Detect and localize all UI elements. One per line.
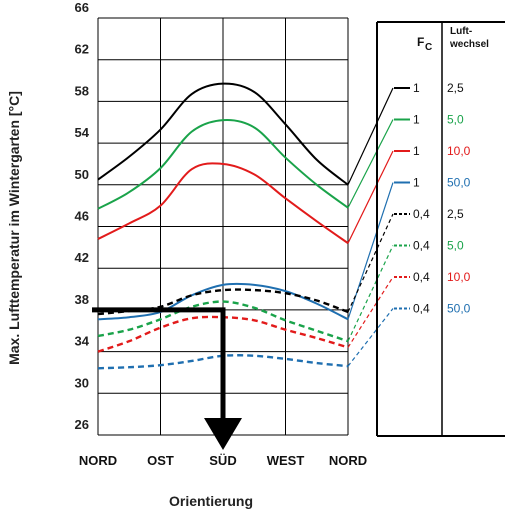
legend-connector xyxy=(347,119,394,209)
x-tick-label: NORD xyxy=(79,453,117,468)
legend-fc-value: 0,4 xyxy=(413,239,430,253)
legend-luftwechsel-value: 5,0 xyxy=(447,239,464,253)
legend: F C Luft-wechsel 1 2,5 1 5,0 1 10,0 1 50,0 0,4 2,5 0,… xyxy=(376,21,505,437)
y-tick-label: 54 xyxy=(75,125,90,140)
x-tick-labels: NORD OST SÜD WEST NORD xyxy=(79,453,367,468)
y-tick-label: 62 xyxy=(75,42,89,57)
x-tick-label: OST xyxy=(147,453,174,468)
legend-luftwechsel-value: 10,0 xyxy=(447,270,471,284)
legend-connector xyxy=(347,150,394,244)
y-tick-label: 46 xyxy=(75,209,89,224)
y-axis-title: Max. Lufttemperatur im Wintergarten [°C] xyxy=(6,91,22,365)
legend-luftwechsel-value: 5,0 xyxy=(447,113,464,127)
legend-connector xyxy=(347,213,394,313)
series-line xyxy=(97,82,349,186)
legend-header-fc-sub: C xyxy=(425,42,432,53)
y-tick-label: 30 xyxy=(75,375,89,390)
legend-luftwechsel-value: 50,0 xyxy=(447,302,471,316)
legend-fc-value: 1 xyxy=(413,144,420,158)
y-tick-labels: 26 30 34 38 42 46 50 54 58 62 66 xyxy=(75,0,90,432)
legend-fc-value: 1 xyxy=(413,176,420,190)
series-line xyxy=(97,282,349,321)
series-line xyxy=(97,119,349,210)
y-tick-label: 42 xyxy=(75,250,89,265)
legend-connector xyxy=(347,182,394,320)
legend-header-luft: Luft- xyxy=(450,26,472,37)
legend-luftwechsel-value: 2,5 xyxy=(447,207,464,221)
legend-connector xyxy=(347,245,394,342)
legend-connector xyxy=(347,87,394,186)
y-tick-label: 38 xyxy=(75,292,89,307)
y-tick-label: 50 xyxy=(75,167,89,182)
legend-fc-value: 1 xyxy=(413,113,420,127)
y-tick-label: 34 xyxy=(75,334,90,349)
y-tick-label: 26 xyxy=(75,417,89,432)
reading-arrow xyxy=(92,307,242,450)
y-tick-label: 66 xyxy=(75,0,89,15)
legend-header-wechsel: wechsel xyxy=(449,39,489,50)
y-tick-label: 58 xyxy=(75,83,89,98)
arrow-head xyxy=(204,418,242,450)
legend-luftwechsel-value: 50,0 xyxy=(447,176,471,190)
x-tick-label: WEST xyxy=(267,453,305,468)
legend-connector xyxy=(347,308,394,367)
series-line xyxy=(97,162,349,244)
legend-header-fc: F xyxy=(417,35,424,49)
legend-fc-value: 0,4 xyxy=(413,302,430,316)
legend-luftwechsel-value: 2,5 xyxy=(447,81,464,95)
legend-fc-value: 0,4 xyxy=(413,270,430,284)
x-axis-title: Orientierung xyxy=(169,493,253,509)
x-tick-label: SÜD xyxy=(209,453,236,468)
legend-connectors xyxy=(347,87,394,367)
series-line xyxy=(97,300,349,343)
legend-fc-value: 1 xyxy=(413,81,420,95)
legend-fc-value: 0,4 xyxy=(413,207,430,221)
x-tick-label: NORD xyxy=(329,453,367,468)
legend-luftwechsel-value: 10,0 xyxy=(447,144,471,158)
